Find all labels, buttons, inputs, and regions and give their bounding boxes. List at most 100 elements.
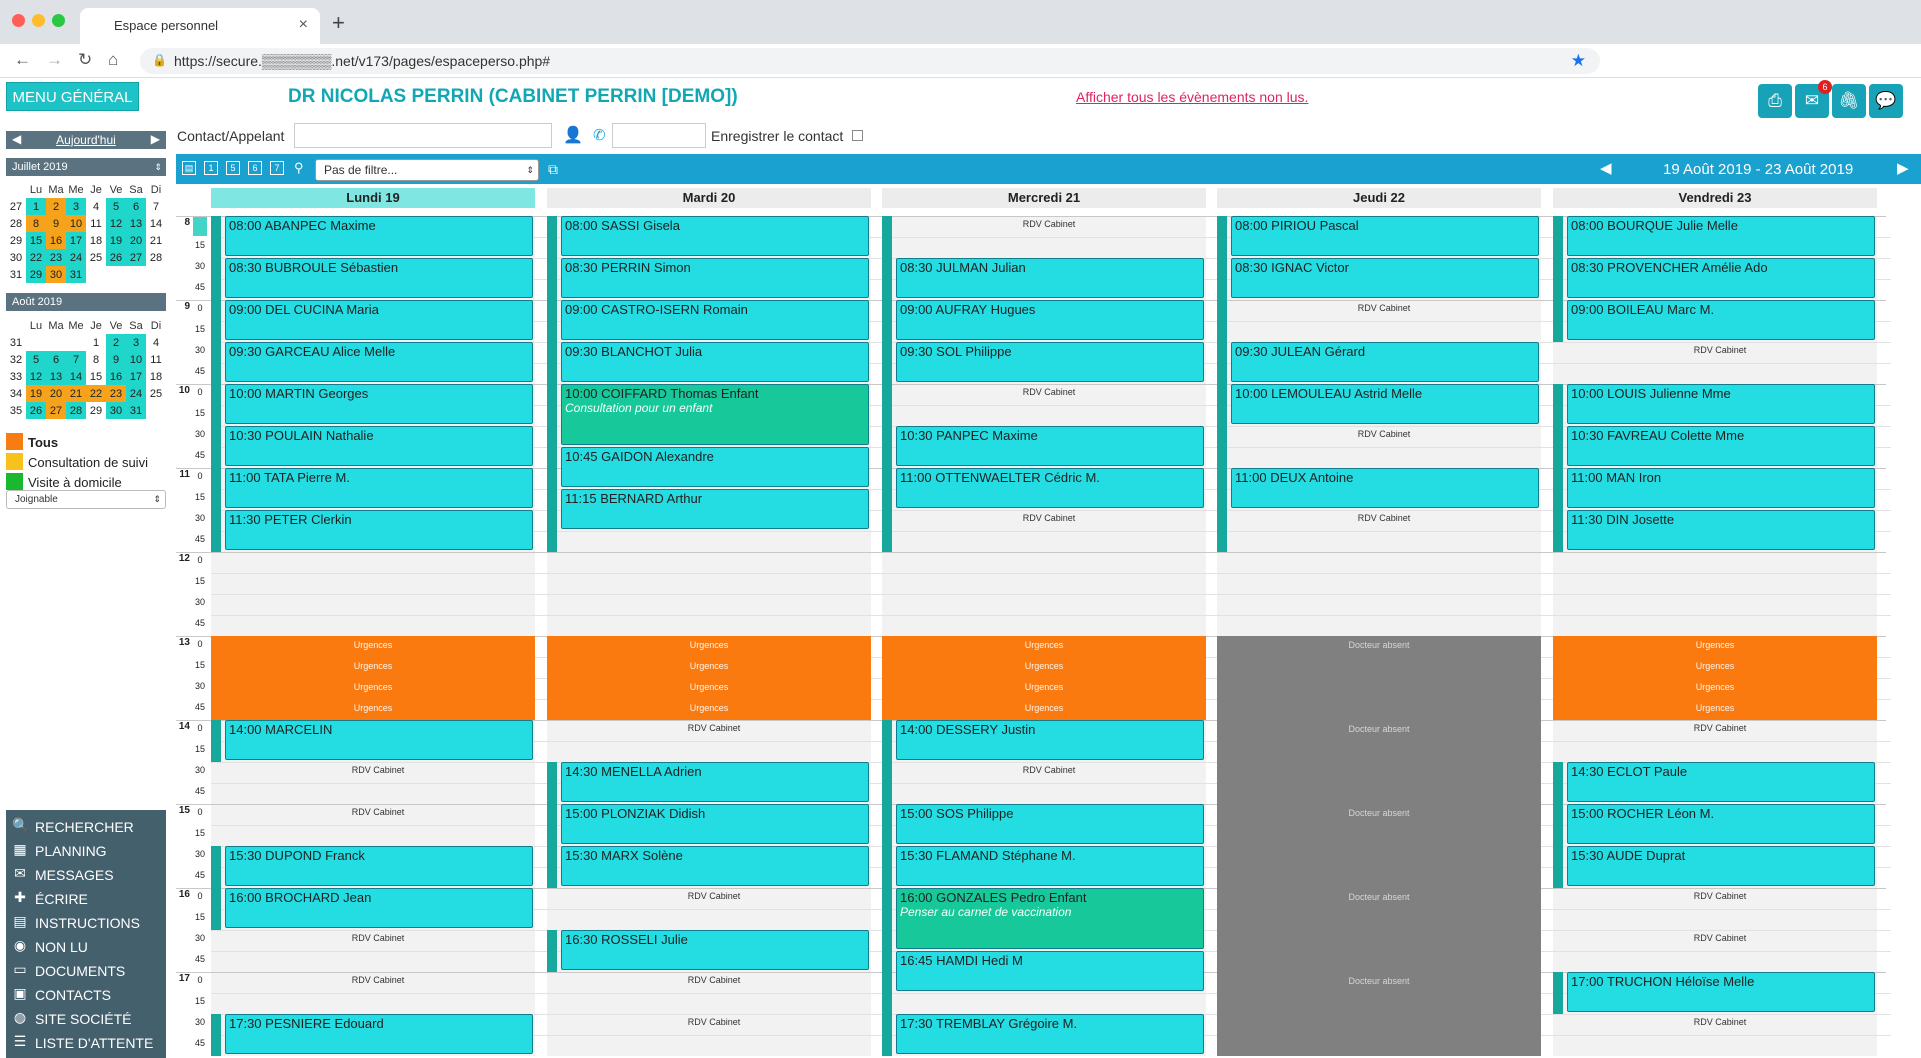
calendar-day[interactable]: 12 — [26, 368, 46, 385]
rdv-cabinet-slot[interactable]: RDV Cabinet — [687, 723, 741, 733]
rdv-cabinet-slot[interactable]: RDV Cabinet — [351, 765, 405, 775]
appointment[interactable]: 11:00 OTTENWAELTER Cédric M. — [896, 468, 1204, 508]
calendar-day[interactable]: 2 — [46, 198, 66, 215]
appointment[interactable]: 15:30 AUDE Duprat — [1567, 846, 1875, 886]
calendar-day[interactable]: 23 — [106, 385, 126, 402]
person-icon[interactable]: 👤 — [563, 127, 583, 144]
rdv-cabinet-slot[interactable]: RDV Cabinet — [351, 807, 405, 817]
rdv-cabinet-slot[interactable]: RDV Cabinet — [351, 975, 405, 985]
rdv-cabinet-slot[interactable]: RDV Cabinet — [1693, 723, 1747, 733]
close-window-icon[interactable] — [12, 14, 25, 27]
menu-item-rechercher[interactable]: 🔍 RECHERCHER — [6, 814, 166, 838]
calendar-day[interactable]: 31 — [126, 402, 146, 419]
calendar-day[interactable]: 28 — [146, 249, 166, 266]
menu-item-planning[interactable]: ▦ PLANNING — [6, 838, 166, 862]
appointment[interactable]: 16:45 HAMDI Hedi M — [896, 951, 1204, 991]
appointment[interactable]: 09:00 CASTRO-ISERN Romain — [561, 300, 869, 340]
appointment[interactable]: 11:00 MAN Iron — [1567, 468, 1875, 508]
reload-icon[interactable]: ↻ — [78, 50, 93, 69]
next-week-icon[interactable]: ▶ — [1897, 160, 1909, 177]
calendar-day[interactable]: 19 — [26, 385, 46, 402]
calendar-day[interactable]: 21 — [146, 232, 166, 249]
appointment[interactable]: 11:15 BERNARD Arthur — [561, 489, 869, 529]
calendar-day[interactable]: 6 — [126, 198, 146, 215]
appointment[interactable]: 15:00 SOS Philippe — [896, 804, 1204, 844]
appointment[interactable]: 08:00 BOURQUE Julie Melle — [1567, 216, 1875, 256]
appointment[interactable]: 08:00 PIRIOU Pascal — [1231, 216, 1539, 256]
view-mode-icon[interactable]: 6 — [248, 161, 262, 175]
minimize-window-icon[interactable] — [32, 14, 45, 27]
appointment[interactable]: 09:00 DEL CUCINA Maria — [225, 300, 533, 340]
appointment[interactable]: 11:30 DIN Josette — [1567, 510, 1875, 550]
show-unread-link[interactable]: Afficher tous les évènements non lus. — [1076, 89, 1309, 105]
day-header[interactable]: Jeudi 22 — [1217, 188, 1541, 208]
menu-item-instructions[interactable]: ▤ INSTRUCTIONS — [6, 910, 166, 934]
appointment[interactable]: 14:00 MARCELIN — [225, 720, 533, 760]
appointment[interactable]: 10:30 FAVREAU Colette Mme — [1567, 426, 1875, 466]
appointment[interactable]: 08:30 IGNAC Victor — [1231, 258, 1539, 298]
calendar-day[interactable]: 18 — [86, 232, 106, 249]
rdv-cabinet-slot[interactable]: RDV Cabinet — [351, 933, 405, 943]
print-button[interactable]: ⎙ — [1758, 84, 1792, 118]
rdv-cabinet-slot[interactable]: RDV Cabinet — [1693, 345, 1747, 355]
view-mode-icon[interactable]: 5 — [226, 161, 240, 175]
menu-item-contacts[interactable]: ▣ CONTACTS — [6, 982, 166, 1006]
appointment[interactable]: 09:00 BOILEAU Marc M. — [1567, 300, 1875, 340]
phone-input[interactable] — [612, 123, 706, 148]
appointment[interactable]: 10:45 GAIDON Alexandre — [561, 447, 869, 487]
calendar-day[interactable]: 18 — [146, 368, 166, 385]
calendar-day[interactable]: 28 — [66, 402, 86, 419]
calendar-day[interactable]: 16 — [46, 232, 66, 249]
calendar-day[interactable]: 13 — [46, 368, 66, 385]
appointment[interactable]: 15:30 DUPOND Franck — [225, 846, 533, 886]
appointment[interactable]: 11:30 PETER Clerkin — [225, 510, 533, 550]
close-tab-icon[interactable]: × — [298, 16, 308, 33]
rdv-cabinet-slot[interactable]: RDV Cabinet — [687, 1017, 741, 1027]
appointment[interactable]: 09:30 JULEAN Gérard — [1231, 342, 1539, 382]
appointment[interactable]: 10:00 LOUIS Julienne Mme — [1567, 384, 1875, 424]
calendar-day[interactable]: 19 — [106, 232, 126, 249]
appointment[interactable]: 10:00 COIFFARD Thomas Enfant Consultation… — [561, 384, 869, 445]
day-header[interactable]: Mercredi 21 — [882, 188, 1206, 208]
save-contact-checkbox[interactable] — [852, 130, 863, 141]
calendar-day[interactable]: 11 — [86, 215, 106, 232]
calendar-day[interactable]: 9 — [106, 351, 126, 368]
rdv-cabinet-slot[interactable]: RDV Cabinet — [1693, 891, 1747, 901]
calendar-day[interactable]: 20 — [126, 232, 146, 249]
availability-select[interactable]: Joignable ⇕ — [6, 490, 166, 509]
calendar-day[interactable]: 23 — [46, 249, 66, 266]
appointment[interactable]: 10:30 POULAIN Nathalie — [225, 426, 533, 466]
appointment[interactable]: 08:00 ABANPEC Maxime — [225, 216, 533, 256]
appointment[interactable]: 10:00 LEMOULEAU Astrid Melle — [1231, 384, 1539, 424]
rdv-cabinet-slot[interactable]: RDV Cabinet — [1357, 429, 1411, 439]
calendar-day[interactable]: 3 — [66, 198, 86, 215]
filter-select[interactable]: Pas de filtre... ⇕ — [315, 159, 539, 181]
appointment[interactable]: 14:30 MENELLA Adrien — [561, 762, 869, 802]
appointment[interactable]: 08:30 JULMAN Julian — [896, 258, 1204, 298]
rdv-cabinet-slot[interactable]: RDV Cabinet — [1693, 1017, 1747, 1027]
calendar-day[interactable]: 14 — [146, 215, 166, 232]
back-icon[interactable]: ← — [14, 50, 31, 69]
maximize-window-icon[interactable] — [52, 14, 65, 27]
appointment[interactable]: 17:00 TRUCHON Héloïse Melle — [1567, 972, 1875, 1012]
calendar-day[interactable]: 21 — [66, 385, 86, 402]
day-header[interactable]: Vendredi 23 — [1553, 188, 1877, 208]
view-mode-icon[interactable]: 7 — [270, 161, 284, 175]
appointment[interactable]: 09:30 SOL Philippe — [896, 342, 1204, 382]
menu-item-liste-d-attente[interactable]: ☰ LISTE D'ATTENTE — [6, 1030, 166, 1054]
appointment[interactable]: 15:00 PLONZIAK Didish — [561, 804, 869, 844]
map-pin-icon[interactable]: ⚲ — [294, 160, 304, 175]
calendar-day[interactable]: 7 — [146, 198, 166, 215]
appointment[interactable]: 16:30 ROSSELI Julie — [561, 930, 869, 970]
calendar-day[interactable]: 11 — [146, 351, 166, 368]
calendar-day[interactable]: 4 — [86, 198, 106, 215]
calendar-day[interactable]: 9 — [46, 215, 66, 232]
calendar-day[interactable]: 26 — [106, 249, 126, 266]
rdv-cabinet-slot[interactable]: RDV Cabinet — [1022, 513, 1076, 523]
rdv-cabinet-slot[interactable]: RDV Cabinet — [1022, 219, 1076, 229]
calendar-day[interactable]: 4 — [146, 334, 166, 351]
calendar-day[interactable]: 10 — [66, 215, 86, 232]
calendar-day[interactable]: 16 — [106, 368, 126, 385]
rdv-cabinet-slot[interactable]: RDV Cabinet — [1357, 303, 1411, 313]
appointment[interactable]: 15:30 MARX Solène — [561, 846, 869, 886]
